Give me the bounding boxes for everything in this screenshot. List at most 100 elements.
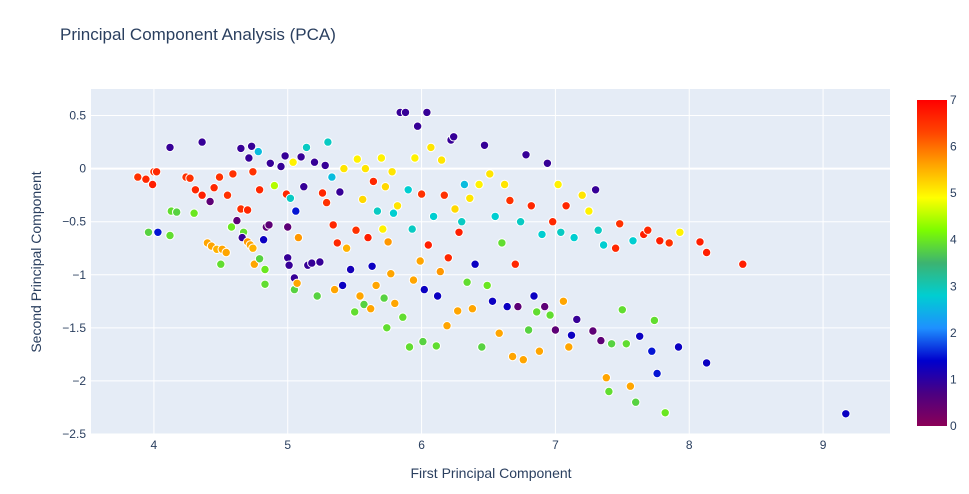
colorbar-tick-label: 1	[950, 372, 957, 386]
data-point	[291, 206, 301, 216]
data-point	[701, 247, 712, 258]
data-point	[532, 307, 542, 317]
data-point	[664, 238, 674, 248]
x-tick-label: 4	[151, 438, 158, 452]
data-point	[635, 331, 645, 341]
data-point	[376, 153, 387, 163]
data-point	[216, 259, 226, 269]
data-point	[487, 296, 498, 306]
data-point	[269, 180, 280, 191]
data-point	[323, 137, 333, 147]
data-point	[426, 142, 436, 153]
data-point	[510, 259, 520, 269]
data-point	[593, 225, 603, 235]
data-point	[360, 163, 371, 174]
data-point	[449, 132, 459, 142]
data-point	[390, 298, 400, 309]
data-point	[221, 247, 231, 258]
data-point	[631, 397, 641, 407]
data-point	[545, 310, 555, 320]
data-point	[359, 299, 369, 310]
data-point	[577, 190, 587, 200]
data-point	[428, 211, 439, 222]
data-point	[442, 321, 452, 331]
data-point	[534, 346, 545, 356]
data-point	[553, 179, 563, 190]
x-tick-labels: 4 5 6 7 8 9	[151, 438, 827, 452]
data-point	[288, 157, 298, 167]
data-point	[566, 330, 577, 340]
data-point	[598, 240, 609, 250]
data-point	[260, 264, 270, 275]
data-point	[628, 236, 638, 246]
data-point	[485, 169, 495, 179]
data-point	[435, 266, 445, 277]
data-point	[606, 339, 617, 349]
data-point	[337, 280, 348, 291]
data-point	[695, 237, 705, 247]
y-tick-label: −2	[72, 374, 86, 388]
data-point	[172, 207, 182, 217]
data-point	[625, 381, 636, 391]
data-point	[407, 224, 417, 234]
colorbar-tick-label: 0	[950, 419, 957, 433]
data-point	[410, 153, 420, 163]
data-point	[423, 240, 433, 250]
data-point	[601, 373, 611, 383]
data-point	[418, 336, 428, 347]
data-point	[143, 227, 154, 238]
x-axis-title: First Principal Component	[410, 465, 571, 481]
data-point	[335, 187, 345, 197]
colorbar-tick-label: 7	[950, 93, 957, 107]
data-point	[462, 277, 472, 287]
data-point	[358, 194, 368, 205]
data-point	[321, 197, 332, 208]
data-point	[548, 217, 558, 227]
data-point	[647, 346, 657, 356]
data-point	[253, 146, 263, 157]
data-point	[415, 256, 425, 266]
data-point	[185, 173, 195, 183]
data-point	[408, 275, 419, 285]
data-point	[564, 342, 574, 352]
data-point	[660, 408, 670, 418]
data-point	[436, 155, 447, 165]
data-point	[482, 280, 492, 291]
data-point	[652, 368, 662, 379]
data-point	[404, 342, 415, 352]
data-point	[328, 220, 338, 230]
data-point	[502, 301, 512, 312]
data-point	[147, 179, 158, 190]
data-point	[615, 219, 625, 229]
data-point	[675, 227, 685, 238]
data-point	[236, 143, 246, 154]
data-point	[479, 140, 490, 151]
data-point	[222, 190, 233, 200]
data-point	[450, 204, 460, 214]
data-point	[248, 243, 258, 253]
x-tick-label: 6	[418, 438, 425, 452]
data-point	[467, 304, 478, 314]
data-point	[453, 306, 463, 316]
data-point	[507, 351, 518, 362]
data-points	[133, 107, 851, 419]
data-point	[315, 257, 325, 267]
data-point	[494, 328, 504, 338]
data-point	[226, 222, 237, 232]
data-point	[296, 152, 306, 162]
data-point	[610, 243, 621, 253]
data-point	[299, 182, 309, 192]
plot-area	[91, 89, 890, 434]
x-tick-label: 9	[820, 438, 827, 452]
data-point	[276, 161, 286, 172]
colorbar-tick-label: 5	[950, 186, 957, 200]
data-point	[151, 167, 162, 177]
data-point	[367, 261, 377, 271]
data-point	[459, 179, 470, 190]
data-point	[513, 301, 523, 312]
data-point	[621, 339, 631, 349]
data-point	[470, 259, 480, 269]
grid-lines	[91, 89, 890, 435]
data-point	[189, 208, 199, 218]
data-point	[431, 341, 441, 351]
